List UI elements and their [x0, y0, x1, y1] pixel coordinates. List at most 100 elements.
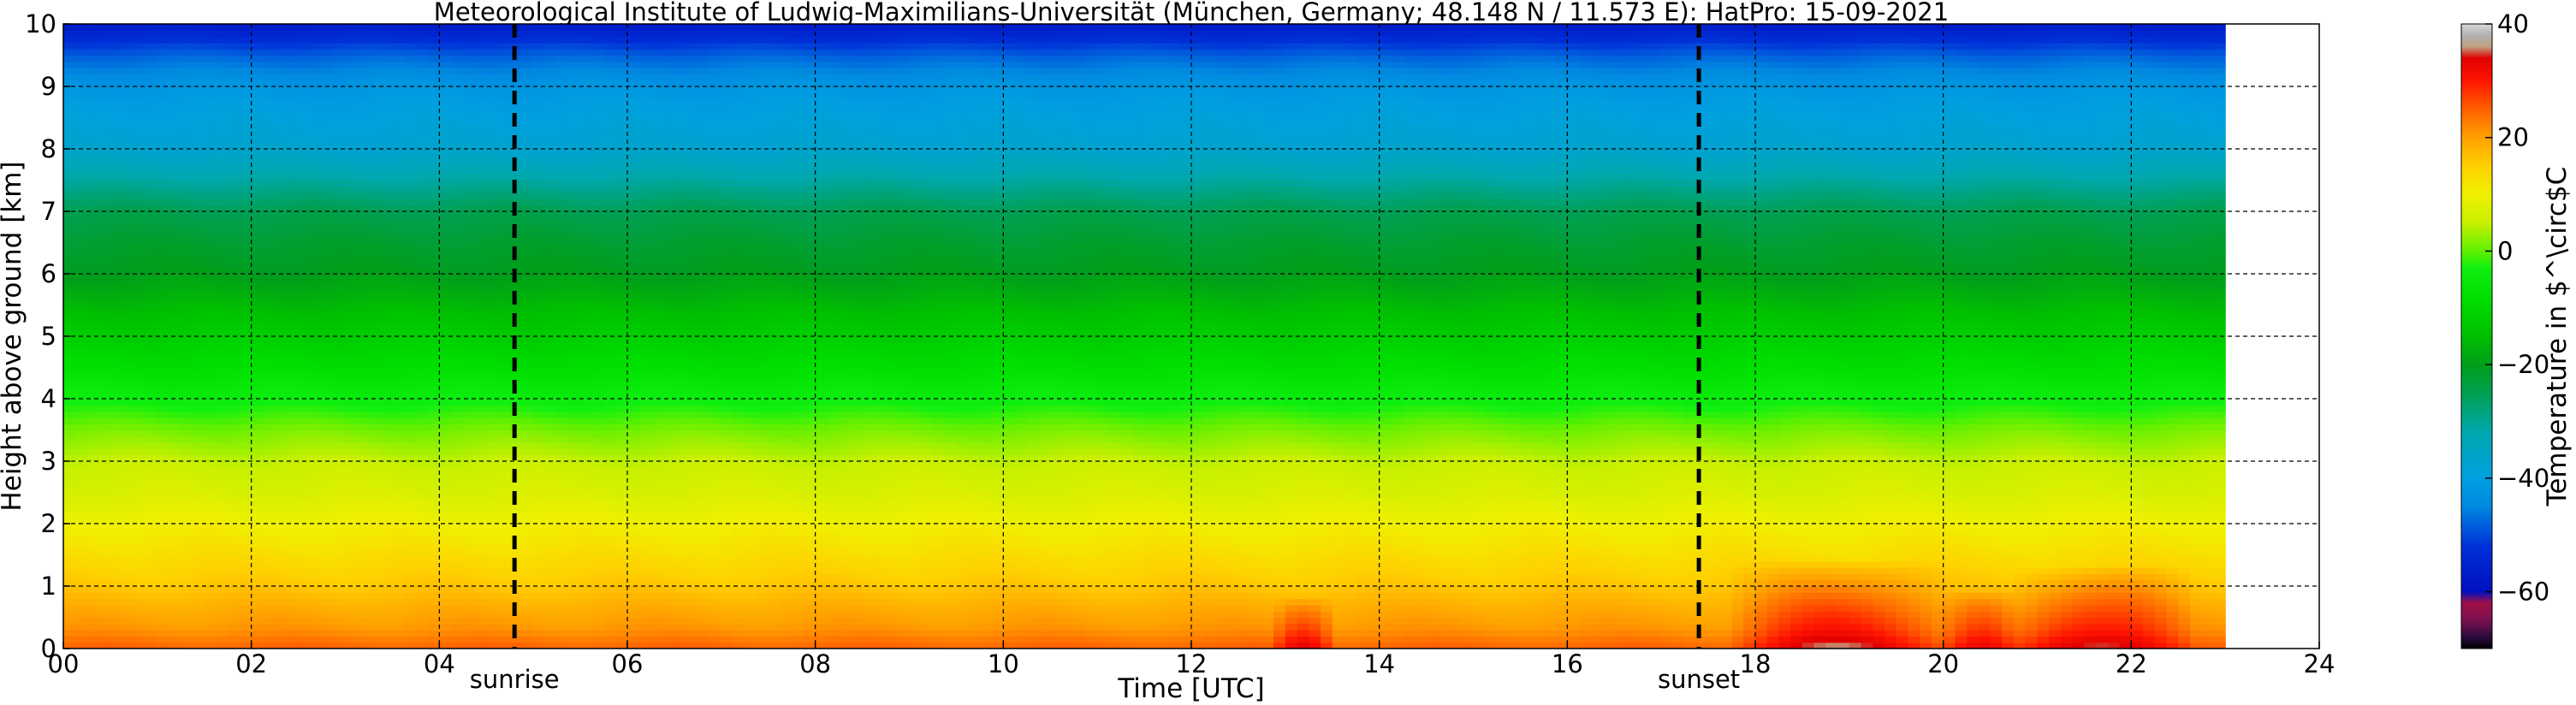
heatmap-cell	[75, 380, 87, 387]
heatmap-cell	[240, 261, 252, 268]
heatmap-cell	[228, 586, 240, 593]
heatmap-cell	[334, 99, 346, 106]
heatmap-cell	[416, 474, 428, 481]
heatmap-cell	[157, 480, 169, 487]
heatmap-cell	[169, 493, 181, 500]
heatmap-cell	[357, 193, 369, 199]
heatmap-cell	[252, 111, 264, 118]
heatmap-cell	[592, 124, 604, 131]
heatmap-cell	[381, 592, 393, 599]
heatmap-cell	[134, 92, 145, 99]
heatmap-cell	[428, 280, 440, 287]
heatmap-cell	[627, 530, 639, 536]
heatmap-cell	[240, 586, 252, 593]
heatmap-cell	[287, 436, 299, 443]
heatmap-cell	[299, 605, 311, 612]
heatmap-cell	[592, 505, 604, 512]
heatmap-cell	[86, 155, 98, 162]
heatmap-cell	[592, 105, 604, 112]
heatmap-cell	[381, 111, 393, 118]
heatmap-cell	[122, 493, 134, 500]
heatmap-cell	[568, 380, 580, 387]
heatmap-cell	[322, 136, 334, 143]
heatmap-cell	[486, 624, 498, 631]
heatmap-cell	[299, 486, 311, 493]
heatmap-cell	[533, 448, 545, 455]
heatmap-cell	[615, 342, 627, 349]
heatmap-cell	[521, 287, 533, 293]
heatmap-cell	[521, 74, 533, 80]
heatmap-cell	[369, 136, 381, 143]
heatmap-cell	[533, 74, 545, 80]
heatmap-cell	[263, 30, 275, 37]
heatmap-cell	[216, 342, 228, 349]
heatmap-cell	[63, 311, 75, 318]
heatmap-cell	[510, 62, 522, 68]
heatmap-cell	[205, 530, 217, 536]
heatmap-cell	[346, 611, 358, 618]
heatmap-cell	[193, 230, 205, 237]
heatmap-cell	[157, 224, 169, 231]
heatmap-cell	[521, 187, 533, 193]
heatmap-cell	[568, 43, 580, 50]
heatmap-cell	[216, 62, 228, 68]
heatmap-cell	[169, 162, 181, 169]
heatmap-cell	[475, 217, 487, 224]
heatmap-cell	[521, 198, 533, 205]
heatmap-cell	[310, 467, 322, 474]
heatmap-cell	[193, 74, 205, 80]
heatmap-cell	[615, 336, 627, 343]
heatmap-cell	[205, 349, 217, 356]
heatmap-cell	[557, 405, 569, 412]
heatmap-cell	[122, 162, 134, 169]
heatmap-cell	[240, 567, 252, 574]
heatmap-cell	[604, 149, 616, 156]
heatmap-cell	[533, 524, 545, 530]
heatmap-cell	[252, 599, 264, 606]
heatmap-cell	[545, 174, 557, 181]
heatmap-cell	[334, 355, 346, 362]
heatmap-cell	[252, 412, 264, 418]
heatmap-cell	[498, 448, 510, 455]
heatmap-cell	[475, 599, 487, 606]
heatmap-cell	[275, 181, 287, 187]
heatmap-cell	[310, 181, 322, 187]
heatmap-cell	[134, 399, 145, 406]
heatmap-cell	[181, 37, 193, 44]
heatmap-cell	[568, 548, 580, 555]
heatmap-cell	[134, 592, 145, 599]
heatmap-cell	[181, 236, 193, 243]
heatmap-cell	[615, 405, 627, 412]
heatmap-cell	[252, 293, 264, 299]
heatmap-cell	[357, 323, 369, 330]
heatmap-cell	[545, 548, 557, 555]
heatmap-cell	[263, 405, 275, 412]
heatmap-cell	[63, 361, 75, 368]
heatmap-cell	[334, 162, 346, 169]
heatmap-cell	[240, 467, 252, 474]
heatmap-cell	[205, 280, 217, 287]
heatmap-cell	[357, 211, 369, 218]
heatmap-cell	[145, 181, 157, 187]
heatmap-cell	[439, 293, 451, 299]
heatmap-cell	[228, 24, 240, 31]
heatmap-cell	[334, 636, 346, 643]
heatmap-cell	[252, 336, 264, 343]
heatmap-cell	[122, 30, 134, 37]
heatmap-cell	[322, 380, 334, 387]
heatmap-cell	[63, 380, 75, 387]
heatmap-cell	[428, 542, 440, 549]
heatmap-cell	[252, 567, 264, 574]
heatmap-cell	[392, 480, 404, 487]
heatmap-cell	[86, 505, 98, 512]
heatmap-cell	[122, 193, 134, 199]
heatmap-cell	[334, 149, 346, 156]
heatmap-cell	[275, 374, 287, 381]
heatmap-cell	[381, 130, 393, 137]
heatmap-cell	[604, 211, 616, 218]
heatmap-cell	[510, 305, 522, 312]
heatmap-cell	[357, 43, 369, 50]
heatmap-cell	[521, 573, 533, 580]
heatmap-cell	[533, 474, 545, 481]
heatmap-cell	[604, 323, 616, 330]
